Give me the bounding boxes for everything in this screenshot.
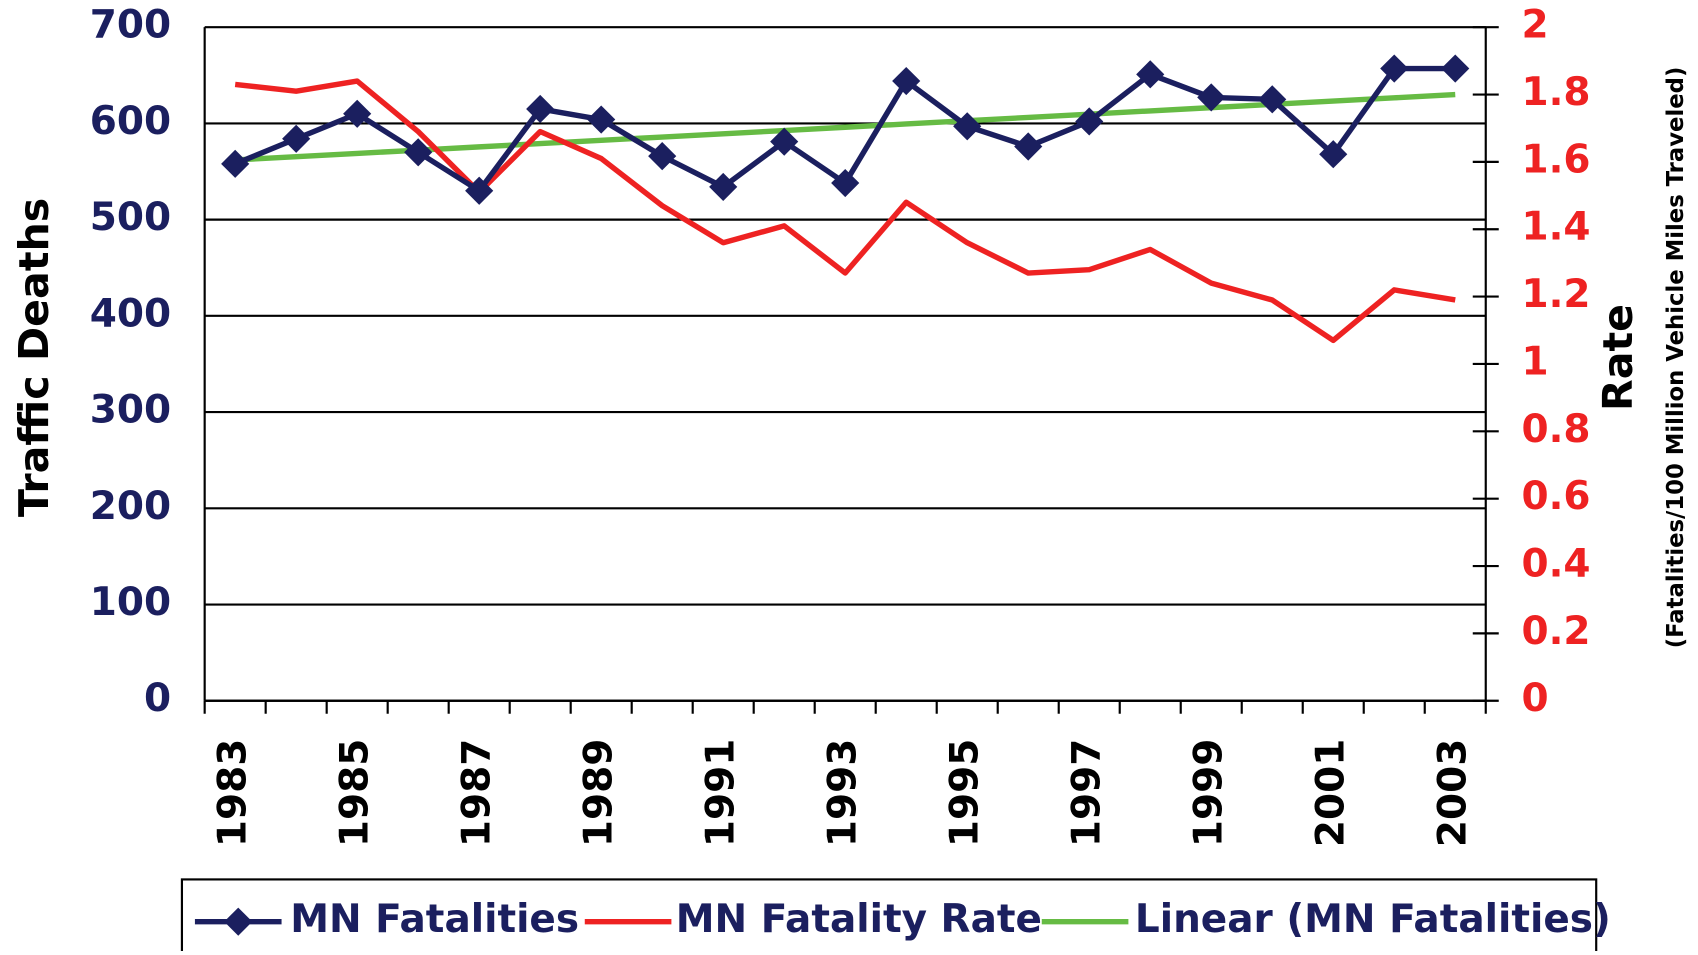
data-point [953, 112, 982, 141]
legend-marker [224, 907, 253, 936]
x-tick-label: 1985 [333, 739, 378, 847]
y-axis-label: Traffic Deaths [10, 198, 58, 517]
data-point [770, 127, 799, 156]
y2-axis-label: Rate [1594, 304, 1642, 411]
data-point [587, 105, 616, 134]
y2-tick-label: 1.4 [1521, 205, 1590, 250]
y2-axis-sublabel: (Fatalities/100 Million Vehicle Miles Tr… [1663, 67, 1689, 649]
x-tick-label: 2003 [1431, 739, 1476, 847]
legend-box [180, 878, 1598, 955]
data-point [1136, 60, 1165, 89]
data-point [1380, 54, 1409, 83]
data-point [404, 138, 433, 167]
y-tick-label: 0 [144, 676, 171, 721]
x-tick-label: 1987 [455, 739, 500, 847]
data-point [526, 94, 555, 124]
y2-tick-label: 2 [1521, 3, 1548, 48]
data-point [1075, 107, 1104, 136]
x-tick-label: 1983 [211, 739, 256, 847]
x-tick-label: 1989 [577, 739, 622, 847]
y-tick-label: 100 [90, 580, 171, 625]
x-tick-label: 1999 [1187, 739, 1232, 847]
y-tick-label: 200 [90, 484, 171, 529]
x-tick-label: 1995 [943, 739, 988, 847]
y2-tick-label: 0 [1521, 676, 1548, 721]
y-tick-label: 700 [90, 3, 171, 48]
y2-tick-label: 1.6 [1521, 137, 1590, 182]
x-tick-label: 1993 [821, 739, 866, 847]
data-point [343, 99, 372, 128]
data-point [282, 124, 311, 153]
y2-tick-label: 1.2 [1521, 272, 1590, 317]
y2-tick-label: 0.4 [1521, 542, 1590, 587]
y2-tick-label: 1.8 [1521, 70, 1590, 115]
data-point [221, 149, 250, 178]
data-point [1197, 83, 1226, 112]
data-point [1014, 132, 1043, 161]
y-tick-label: 500 [90, 195, 171, 240]
legend-label: MN Fatalities [290, 897, 579, 942]
data-point [1319, 140, 1348, 169]
y-tick-label: 300 [90, 388, 171, 433]
y-tick-label: 600 [90, 99, 171, 144]
legend-label: Linear (MN Fatalities) [1135, 897, 1611, 942]
data-point [648, 142, 677, 171]
y2-tick-label: 0.8 [1521, 407, 1590, 452]
x-tick-label: 1997 [1065, 739, 1110, 847]
series-line [234, 78, 1456, 344]
y2-tick-label: 0.2 [1521, 609, 1590, 654]
y2-tick-label: 0.6 [1521, 474, 1590, 519]
x-tick-label: 2001 [1309, 739, 1354, 847]
y2-tick-label: 1 [1521, 339, 1548, 384]
data-point [1441, 54, 1470, 83]
x-tick-label: 1991 [699, 739, 744, 847]
data-point [465, 176, 494, 205]
y-tick-label: 400 [90, 291, 171, 336]
data-point [1258, 85, 1287, 114]
legend-label: MN Fatality Rate [676, 897, 1042, 942]
